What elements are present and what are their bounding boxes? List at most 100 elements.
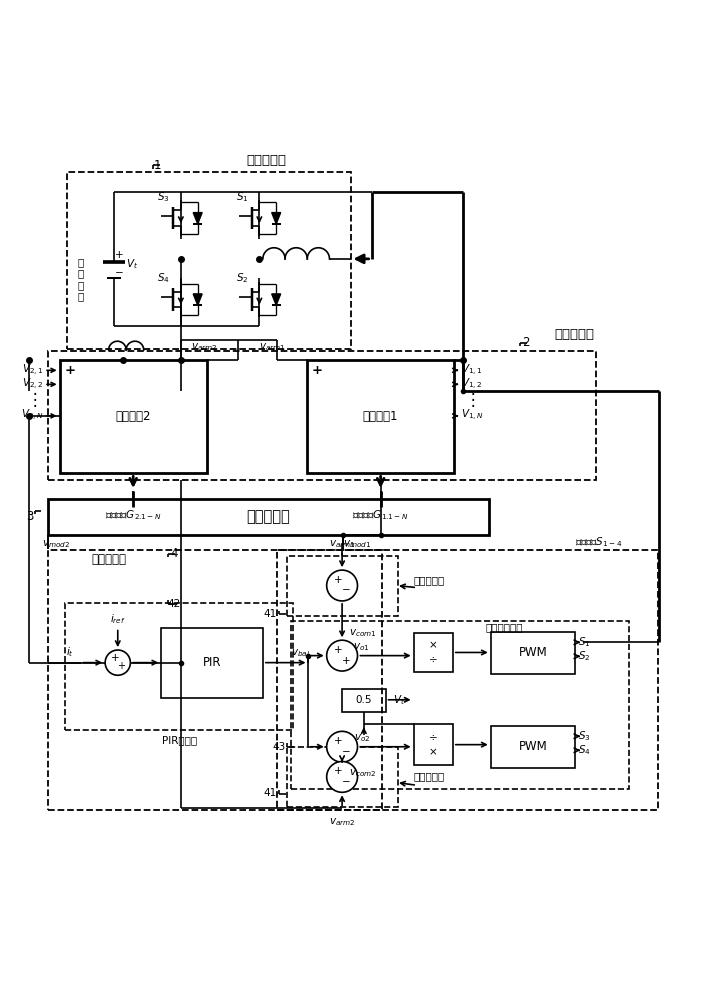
Polygon shape — [272, 294, 280, 305]
Text: +: + — [334, 645, 342, 655]
Text: +: + — [334, 766, 342, 776]
Text: 控制信号$G_{2.1-N}$: 控制信号$G_{2.1-N}$ — [105, 509, 161, 522]
Text: $V_t$: $V_t$ — [393, 693, 404, 707]
Text: 3: 3 — [27, 510, 34, 523]
Text: +: + — [115, 250, 123, 260]
Text: $S_3$: $S_3$ — [578, 729, 591, 743]
Text: $V_{1,N}$: $V_{1,N}$ — [461, 408, 484, 423]
Text: PWM: PWM — [518, 740, 547, 753]
Text: 测试桥臂2: 测试桥臂2 — [116, 410, 151, 423]
Bar — [307, 360, 454, 473]
Text: $V_t$: $V_t$ — [125, 258, 138, 271]
Text: $S_2$: $S_2$ — [236, 272, 248, 285]
Text: 直
流
电
源: 直 流 电 源 — [78, 257, 83, 302]
Text: $v_{arm1}$: $v_{arm1}$ — [259, 341, 286, 353]
Text: +: + — [334, 736, 342, 746]
Text: $S_1$: $S_1$ — [236, 190, 248, 204]
Text: $v_{o1}$: $v_{o1}$ — [353, 641, 370, 653]
Text: 测试桥臂1: 测试桥臂1 — [363, 410, 398, 423]
Text: $v_{com2}$: $v_{com2}$ — [349, 767, 376, 779]
Circle shape — [105, 650, 130, 675]
Text: 41: 41 — [264, 609, 277, 619]
Bar — [287, 556, 398, 616]
Text: 控制信号$G_{1.1-N}$: 控制信号$G_{1.1-N}$ — [353, 509, 409, 522]
Text: 42: 42 — [168, 599, 180, 609]
Bar — [491, 632, 575, 674]
Text: −: − — [342, 747, 350, 757]
Circle shape — [327, 761, 358, 792]
Text: $S_1$: $S_1$ — [578, 635, 591, 649]
Circle shape — [327, 731, 358, 762]
Polygon shape — [272, 213, 280, 224]
Text: ÷: ÷ — [429, 654, 437, 664]
Text: $i_{ref}$: $i_{ref}$ — [110, 612, 125, 626]
Circle shape — [327, 640, 358, 671]
Text: 4: 4 — [170, 547, 177, 560]
Bar — [414, 724, 453, 765]
Text: $i_t$: $i_t$ — [66, 645, 74, 659]
Bar — [60, 360, 207, 473]
Text: $v_{bal}$: $v_{bal}$ — [291, 647, 310, 659]
Text: $S_4$: $S_4$ — [157, 272, 170, 285]
Text: $v_{com1}$: $v_{com1}$ — [349, 627, 376, 639]
Text: ÷: ÷ — [429, 732, 437, 742]
Polygon shape — [193, 213, 202, 224]
Bar — [491, 726, 575, 768]
Text: 41: 41 — [264, 788, 277, 798]
Text: 电流控制器: 电流控制器 — [91, 553, 126, 566]
Polygon shape — [193, 294, 202, 305]
Text: ⋮: ⋮ — [27, 391, 43, 409]
Text: −: − — [342, 585, 350, 595]
Text: $S_3$: $S_3$ — [157, 190, 170, 204]
Bar — [48, 499, 489, 535]
Text: −: − — [115, 268, 123, 278]
Text: $V_{2,2}$: $V_{2,2}$ — [22, 377, 43, 392]
Text: $v_{mod2}$: $v_{mod2}$ — [42, 538, 70, 550]
Bar — [161, 628, 263, 698]
Text: PWM: PWM — [518, 646, 547, 659]
Text: +: + — [111, 653, 119, 663]
Text: 测试模块组: 测试模块组 — [554, 328, 595, 341]
Text: +: + — [64, 364, 76, 377]
Bar — [277, 550, 658, 810]
Text: 控制信号$S_{1-4}$: 控制信号$S_{1-4}$ — [575, 535, 622, 549]
Text: +: + — [342, 656, 350, 666]
Bar — [287, 747, 398, 807]
Text: $v_{arm2}$: $v_{arm2}$ — [191, 341, 217, 353]
Circle shape — [327, 570, 358, 601]
Text: 电压控制器: 电压控制器 — [247, 509, 290, 524]
Text: +: + — [312, 364, 323, 377]
Text: 前馈控制器: 前馈控制器 — [414, 576, 445, 586]
Bar — [48, 351, 596, 480]
Text: 信号调制模块: 信号调制模块 — [486, 623, 524, 633]
Text: $V_{2,1}$: $V_{2,1}$ — [22, 363, 43, 378]
Text: 2: 2 — [522, 336, 529, 349]
Bar — [342, 689, 386, 712]
Text: 1: 1 — [154, 159, 161, 172]
Bar — [67, 172, 350, 349]
Text: PIR: PIR — [203, 656, 222, 669]
Text: $V_{1,2}$: $V_{1,2}$ — [461, 377, 482, 392]
Bar — [65, 603, 293, 730]
Text: 电流发生器: 电流发生器 — [246, 154, 287, 167]
Text: $v_{arm2}$: $v_{arm2}$ — [329, 817, 355, 828]
Text: PIR控制器: PIR控制器 — [161, 735, 197, 745]
Text: $v_{mod1}$: $v_{mod1}$ — [343, 538, 372, 550]
Text: ⋮: ⋮ — [465, 391, 482, 409]
Bar — [414, 633, 453, 672]
Text: 0.5: 0.5 — [355, 695, 372, 705]
Text: $V_{1,1}$: $V_{1,1}$ — [461, 363, 483, 378]
Text: 前馈控制器: 前馈控制器 — [414, 771, 445, 781]
Text: ×: × — [429, 641, 437, 651]
Bar — [291, 621, 629, 789]
Text: 43: 43 — [273, 742, 286, 752]
Text: ×: × — [429, 747, 437, 757]
Text: $S_2$: $S_2$ — [578, 649, 591, 663]
Text: $S_4$: $S_4$ — [578, 743, 591, 757]
Bar — [48, 550, 382, 810]
Text: $V_{2,N}$: $V_{2,N}$ — [21, 408, 43, 423]
Text: $v_{o2}$: $v_{o2}$ — [353, 732, 370, 744]
Text: +: + — [117, 661, 125, 671]
Text: +: + — [334, 575, 342, 585]
Text: $v_{arm1}$: $v_{arm1}$ — [329, 538, 355, 550]
